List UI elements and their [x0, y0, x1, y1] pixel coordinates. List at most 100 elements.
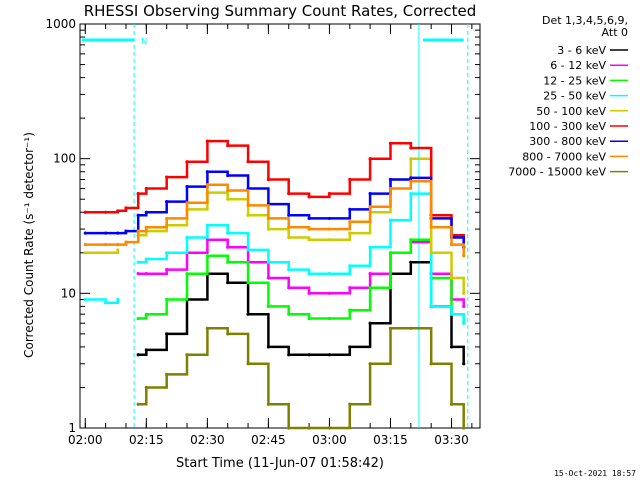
data-point — [266, 260, 271, 264]
data-point — [246, 213, 250, 217]
chart-title: RHESSI Observing Summary Count Rates, Co… — [84, 2, 477, 20]
data-point — [307, 291, 311, 295]
data-point — [307, 353, 311, 357]
series-line-5 — [85, 249, 120, 255]
data-point — [327, 291, 332, 295]
y-tick-label: 1000 — [45, 17, 76, 31]
data-point — [462, 362, 466, 366]
data-point — [144, 257, 148, 261]
data-point — [287, 268, 291, 272]
data-point — [226, 281, 230, 285]
night-flag-label: N — [141, 37, 147, 46]
data-point — [368, 272, 372, 276]
data-point — [226, 260, 230, 264]
legend-header-line: Att 0 — [602, 26, 628, 39]
data-point — [226, 173, 230, 178]
data-point — [409, 157, 413, 161]
x-tick-label: 03:15 — [373, 433, 408, 447]
data-point — [205, 170, 209, 174]
x-tick-label: 02:15 — [129, 433, 164, 447]
legend-label: 25 - 50 keV — [543, 90, 606, 103]
data-point — [348, 207, 352, 212]
data-point — [136, 260, 140, 264]
series-line-4 — [85, 298, 120, 305]
data-point — [185, 235, 189, 240]
data-point — [287, 353, 291, 357]
data-point — [429, 304, 433, 308]
data-point — [462, 426, 466, 430]
data-point — [136, 402, 140, 406]
data-point — [144, 272, 148, 276]
data-point — [116, 243, 120, 247]
data-point — [266, 276, 271, 280]
data-point — [287, 225, 291, 229]
data-point — [136, 213, 140, 217]
data-point — [287, 286, 291, 290]
data-point — [409, 146, 413, 150]
data-point — [165, 216, 169, 221]
legend-label: 300 - 800 keV — [529, 135, 606, 148]
data-point — [327, 216, 332, 221]
data-point — [226, 332, 230, 336]
data-point — [368, 192, 372, 196]
data-point — [205, 238, 209, 242]
data-point — [409, 260, 413, 264]
data-point — [307, 216, 311, 221]
data-point — [136, 353, 140, 357]
series-line-4 — [138, 192, 465, 324]
data-point — [388, 218, 393, 222]
data-point — [327, 353, 332, 357]
data-point — [185, 201, 189, 205]
data-point — [388, 326, 393, 330]
data-point — [266, 304, 271, 308]
data-point — [205, 326, 209, 330]
data-point — [307, 195, 311, 199]
data-point — [144, 225, 148, 229]
data-point — [449, 243, 454, 247]
data-point — [83, 231, 87, 235]
data-point — [368, 205, 372, 209]
data-point — [388, 177, 393, 182]
data-point — [462, 321, 466, 325]
data-point — [462, 254, 466, 258]
data-point — [327, 192, 332, 196]
data-point — [409, 326, 413, 330]
data-point — [388, 186, 393, 191]
data-point — [307, 227, 311, 231]
data-point — [83, 210, 87, 214]
data-point — [205, 254, 209, 258]
data-point — [307, 272, 311, 276]
data-point — [116, 209, 120, 213]
data-point — [144, 210, 148, 214]
series-line-8 — [85, 179, 465, 256]
data-point — [185, 272, 189, 276]
data-point — [429, 225, 433, 229]
data-point — [266, 227, 271, 231]
data-point — [327, 316, 332, 321]
data-point — [226, 144, 230, 148]
series-line-9 — [138, 327, 465, 430]
data-point — [104, 251, 108, 255]
data-point — [368, 245, 372, 249]
data-point — [246, 160, 250, 164]
data-point — [136, 272, 140, 276]
data-point — [287, 235, 291, 240]
data-point — [116, 297, 120, 302]
data-point — [462, 304, 466, 308]
legend-label: 3 - 6 keV — [557, 44, 606, 57]
data-point — [368, 286, 372, 290]
x-tick-label: 03:30 — [434, 433, 469, 447]
data-point — [165, 372, 169, 377]
legend-label: 7000 - 15000 keV — [508, 166, 606, 179]
data-point — [287, 213, 291, 217]
data-point — [449, 402, 454, 406]
data-point — [205, 139, 209, 143]
data-point — [348, 286, 352, 290]
data-point — [348, 345, 352, 349]
data-point — [165, 175, 169, 179]
data-point — [185, 185, 189, 189]
data-point — [124, 229, 128, 233]
data-point — [165, 199, 169, 204]
series-line-2 — [138, 238, 465, 307]
